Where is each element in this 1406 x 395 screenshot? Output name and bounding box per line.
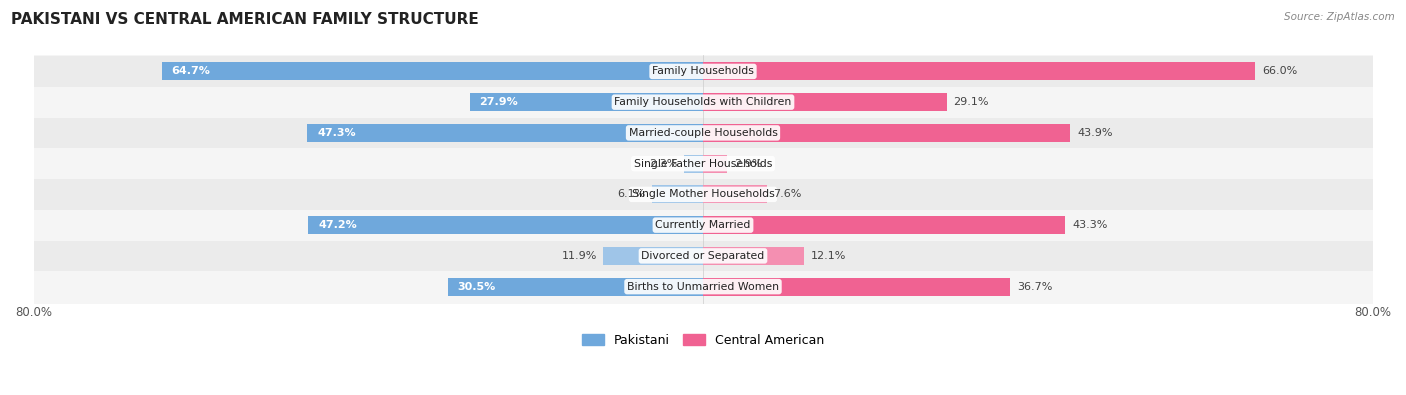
Text: 47.3%: 47.3% [318,128,356,138]
Bar [603,247,703,265]
Text: Divorced or Separated: Divorced or Separated [641,251,765,261]
Bar [703,93,946,111]
Text: 47.2%: 47.2% [318,220,357,230]
Bar [703,278,1010,295]
Bar [34,241,1372,271]
Text: PAKISTANI VS CENTRAL AMERICAN FAMILY STRUCTURE: PAKISTANI VS CENTRAL AMERICAN FAMILY STR… [11,12,479,27]
Bar [34,148,1372,179]
Text: 2.3%: 2.3% [648,159,678,169]
Bar [34,210,1372,241]
Bar [703,216,1066,234]
Bar [703,186,766,203]
Text: 30.5%: 30.5% [458,282,496,292]
Text: Married-couple Households: Married-couple Households [628,128,778,138]
Bar [470,93,703,111]
Text: 12.1%: 12.1% [811,251,846,261]
Bar [34,179,1372,210]
Bar [308,216,703,234]
Bar [703,155,727,173]
Bar [703,124,1070,142]
Text: Currently Married: Currently Married [655,220,751,230]
Bar [683,155,703,173]
Bar [34,56,1372,87]
Bar [703,62,1256,80]
Text: 43.3%: 43.3% [1071,220,1108,230]
Bar [447,278,703,295]
Text: 2.9%: 2.9% [734,159,762,169]
Text: 7.6%: 7.6% [773,189,801,199]
Text: Births to Unmarried Women: Births to Unmarried Women [627,282,779,292]
Text: 43.9%: 43.9% [1077,128,1112,138]
Text: Family Households: Family Households [652,66,754,76]
Text: Single Father Households: Single Father Households [634,159,772,169]
Bar [703,247,804,265]
Legend: Pakistani, Central American: Pakistani, Central American [576,329,830,352]
Text: 6.1%: 6.1% [617,189,645,199]
Text: 29.1%: 29.1% [953,97,988,107]
Text: 11.9%: 11.9% [561,251,596,261]
Bar [307,124,703,142]
Bar [34,271,1372,302]
Text: Source: ZipAtlas.com: Source: ZipAtlas.com [1284,12,1395,22]
Text: 64.7%: 64.7% [172,66,211,76]
Text: 66.0%: 66.0% [1263,66,1298,76]
Bar [162,62,703,80]
Bar [652,186,703,203]
Text: 27.9%: 27.9% [479,97,519,107]
Text: Family Households with Children: Family Households with Children [614,97,792,107]
Text: Single Mother Households: Single Mother Households [631,189,775,199]
Bar [34,118,1372,148]
Bar [34,87,1372,118]
Text: 36.7%: 36.7% [1017,282,1052,292]
